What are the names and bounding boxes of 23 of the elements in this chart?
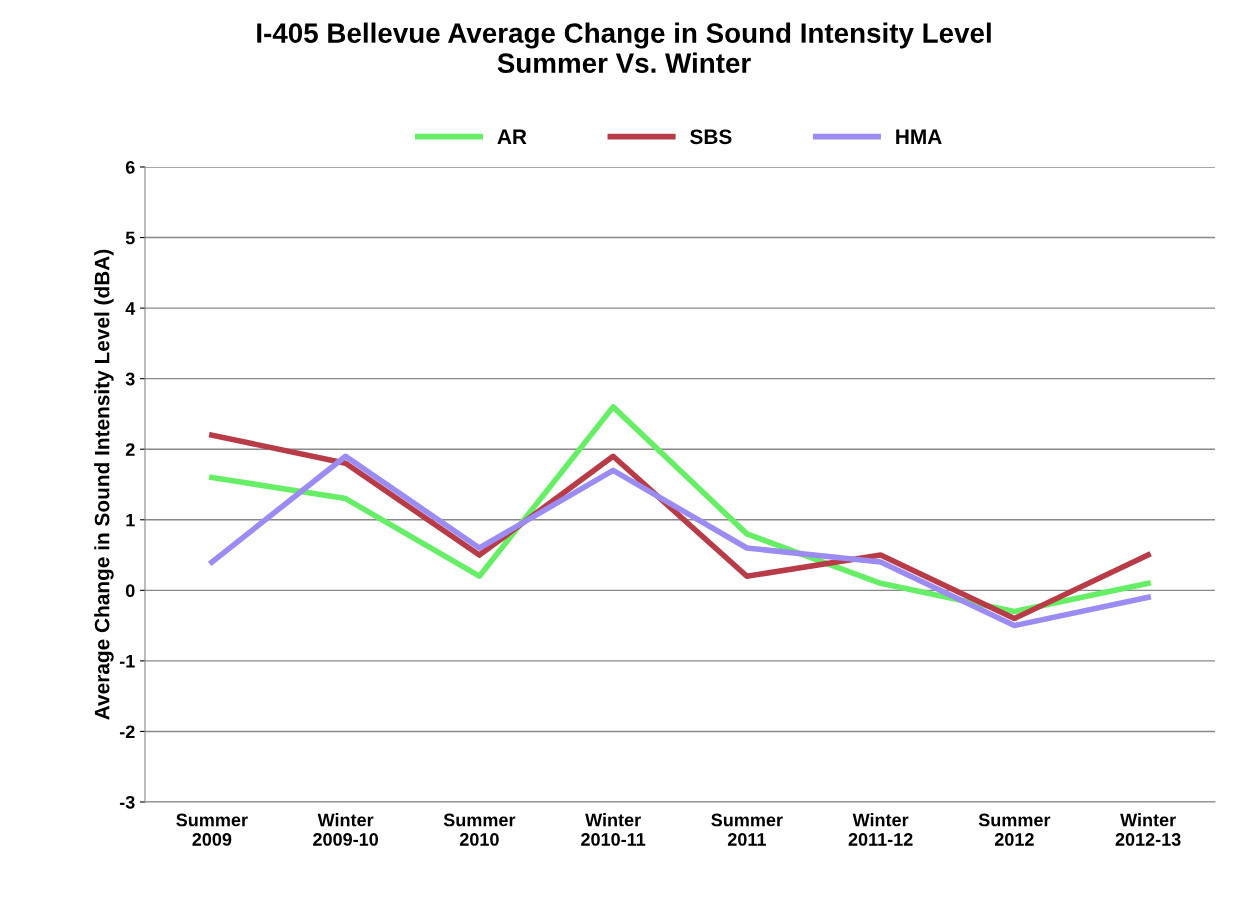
y-tick-label: -3 [119, 795, 135, 809]
legend-label: AR [497, 129, 527, 144]
x-tick-label: Summer 2010 [443, 813, 516, 846]
y-tick-label: 6 [125, 160, 135, 174]
x-tick-label: Winter 2012-13 [1115, 813, 1181, 846]
y-tick-label: 0 [125, 584, 135, 598]
x-tick-label: Winter 2011-12 [848, 813, 913, 846]
x-tick-label: Summer 2009 [176, 813, 248, 846]
x-tick-label: Summer 2011 [711, 813, 783, 846]
x-tick-label: Summer 2012 [978, 813, 1051, 846]
legend-label: SBS [690, 129, 732, 145]
x-tick-label: Winter 2009-10 [313, 813, 379, 846]
y-axis-title: Average Change in Sound Intensity Level (dBA) [94, 249, 114, 720]
y-tick-label: 3 [125, 372, 135, 386]
y-tick-label: 5 [125, 231, 135, 245]
y-tick-label: 4 [125, 302, 136, 315]
y-tick-label: -1 [119, 655, 135, 668]
y-tick-label: -2 [119, 725, 135, 738]
x-tick-label: Winter 2010-11 [581, 813, 646, 846]
chart-title: I-405 Bellevue Average Change in Sound Intensity Level Summer Vs. Winter [257, 22, 991, 73]
y-tick-label: 1 [126, 513, 135, 527]
legend-label: HMA [896, 129, 942, 144]
y-tick-label: 2 [125, 443, 135, 456]
